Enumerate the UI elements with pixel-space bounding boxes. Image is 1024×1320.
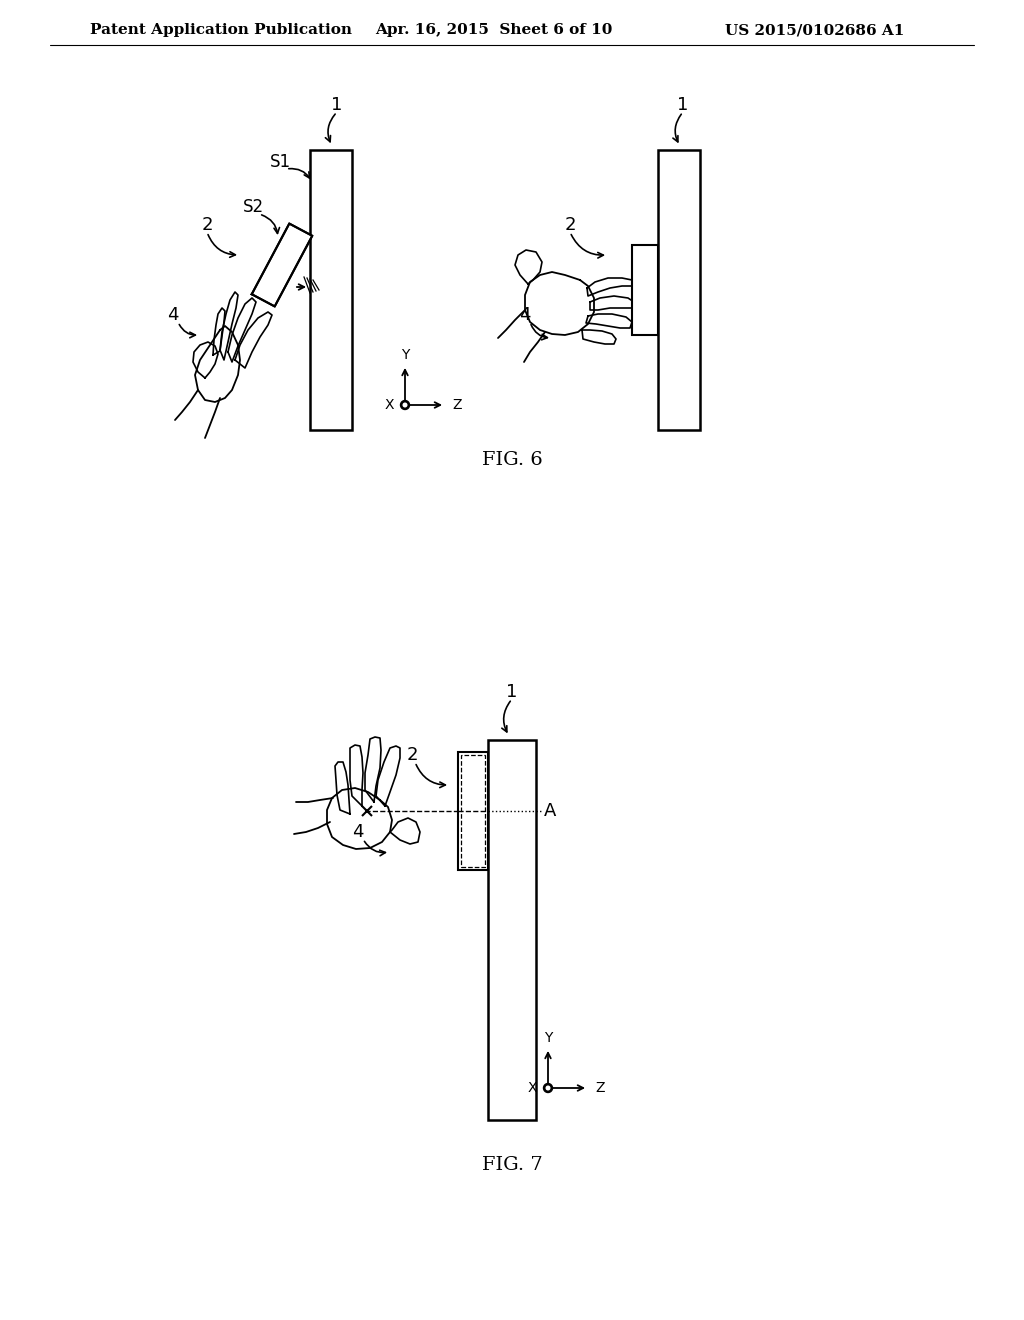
Bar [488, 741, 536, 1119]
Circle shape [403, 403, 407, 407]
Text: 1: 1 [332, 96, 343, 114]
Text: Y: Y [544, 1031, 552, 1045]
Text: 4: 4 [352, 822, 364, 841]
Text: FIG. 6: FIG. 6 [481, 451, 543, 469]
Text: S2: S2 [243, 198, 263, 216]
Text: Patent Application Publication: Patent Application Publication [90, 22, 352, 37]
Circle shape [400, 400, 410, 409]
Bar [461, 755, 485, 867]
Text: A: A [544, 803, 556, 820]
Text: 2: 2 [407, 746, 418, 764]
Circle shape [546, 1086, 550, 1090]
Text: Y: Y [400, 348, 410, 362]
Bar [632, 246, 658, 335]
Text: 4: 4 [167, 306, 179, 323]
Text: S1: S1 [269, 153, 291, 172]
Text: X: X [527, 1081, 537, 1096]
Text: 2: 2 [202, 216, 213, 234]
Text: 2: 2 [564, 216, 575, 234]
Bar [458, 752, 488, 870]
Text: Z: Z [595, 1081, 605, 1096]
Bar [658, 150, 700, 430]
Bar [310, 150, 352, 430]
Text: FIG. 7: FIG. 7 [481, 1156, 543, 1173]
Text: 4: 4 [519, 306, 530, 323]
Polygon shape [252, 223, 312, 306]
Text: Z: Z [453, 399, 462, 412]
Text: 1: 1 [506, 682, 518, 701]
Text: Apr. 16, 2015  Sheet 6 of 10: Apr. 16, 2015 Sheet 6 of 10 [375, 22, 612, 37]
Circle shape [544, 1084, 553, 1093]
Text: X: X [384, 399, 394, 412]
Text: US 2015/0102686 A1: US 2015/0102686 A1 [725, 22, 904, 37]
Text: 1: 1 [677, 96, 689, 114]
